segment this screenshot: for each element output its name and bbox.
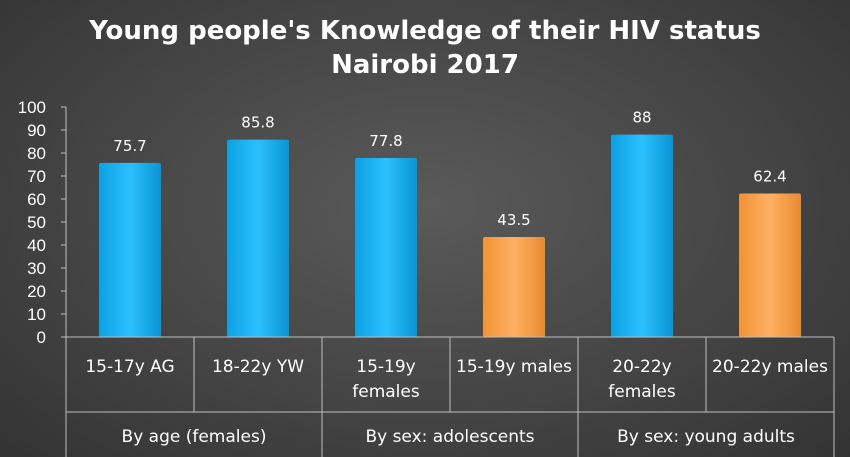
data-label: 85.8	[241, 114, 274, 132]
y-tick-label: 10	[27, 305, 46, 324]
x-tick-label-line: 18-22y YW	[212, 357, 304, 377]
bar	[611, 134, 673, 337]
y-axis: 0 10 20 30 40 50 60 70 80 90 100	[18, 98, 67, 347]
data-label: 88	[632, 109, 651, 127]
y-tick-label: 60	[27, 190, 46, 209]
x-group-label: By age (females)	[122, 427, 267, 447]
bars: 75.7 85.8 77.8 43.5 88 62.4	[99, 109, 801, 337]
chart-title-line-2: Nairobi 2017	[331, 50, 519, 80]
y-tick-label: 40	[27, 236, 46, 255]
y-tick-label: 50	[27, 213, 46, 232]
x-tick-label: 15-19y females	[352, 357, 420, 402]
x-tick-label: 15-17y AG	[85, 357, 174, 377]
x-tick-label-line: 20-22y	[612, 357, 671, 377]
x-group-label: By sex: adolescents	[365, 427, 534, 447]
y-tick-label: 100	[18, 98, 46, 117]
data-label: 43.5	[497, 211, 530, 229]
y-tick-label: 0	[37, 328, 46, 347]
chart-title-line-1: Young people's Knowledge of their HIV st…	[88, 16, 761, 46]
x-tick-label: 20-22y males	[712, 357, 828, 377]
data-label: 75.7	[113, 137, 146, 155]
x-tick-label: 15-19y males	[456, 357, 572, 377]
bar	[739, 193, 801, 337]
x-group-label: By sex: young adults	[617, 427, 795, 447]
x-tick-label-line: females	[608, 382, 676, 402]
y-tick-label: 70	[27, 167, 46, 186]
x-tick-label-line: 15-19y	[356, 357, 415, 377]
y-tick-label: 20	[27, 282, 46, 301]
x-tick-label-line: 15-19y males	[456, 357, 572, 377]
x-tick-label: 18-22y YW	[212, 357, 304, 377]
data-label: 62.4	[753, 167, 786, 185]
bar	[227, 139, 289, 337]
x-tick-label-line: 20-22y males	[712, 357, 828, 377]
x-axis: 15-17y AG 18-22y YW 15-19y females 15-19y ma…	[65, 336, 835, 457]
x-tick-label: 20-22y females	[608, 357, 676, 402]
y-tick-label: 90	[27, 121, 46, 140]
bar	[483, 236, 545, 337]
bar	[99, 162, 161, 337]
x-tick-label-line: 15-17y AG	[85, 357, 174, 377]
data-label: 77.8	[369, 132, 402, 150]
y-tick-label: 30	[27, 259, 46, 278]
x-tick-label-line: females	[352, 382, 420, 402]
y-tick-label: 80	[27, 144, 46, 163]
bar	[355, 158, 417, 337]
